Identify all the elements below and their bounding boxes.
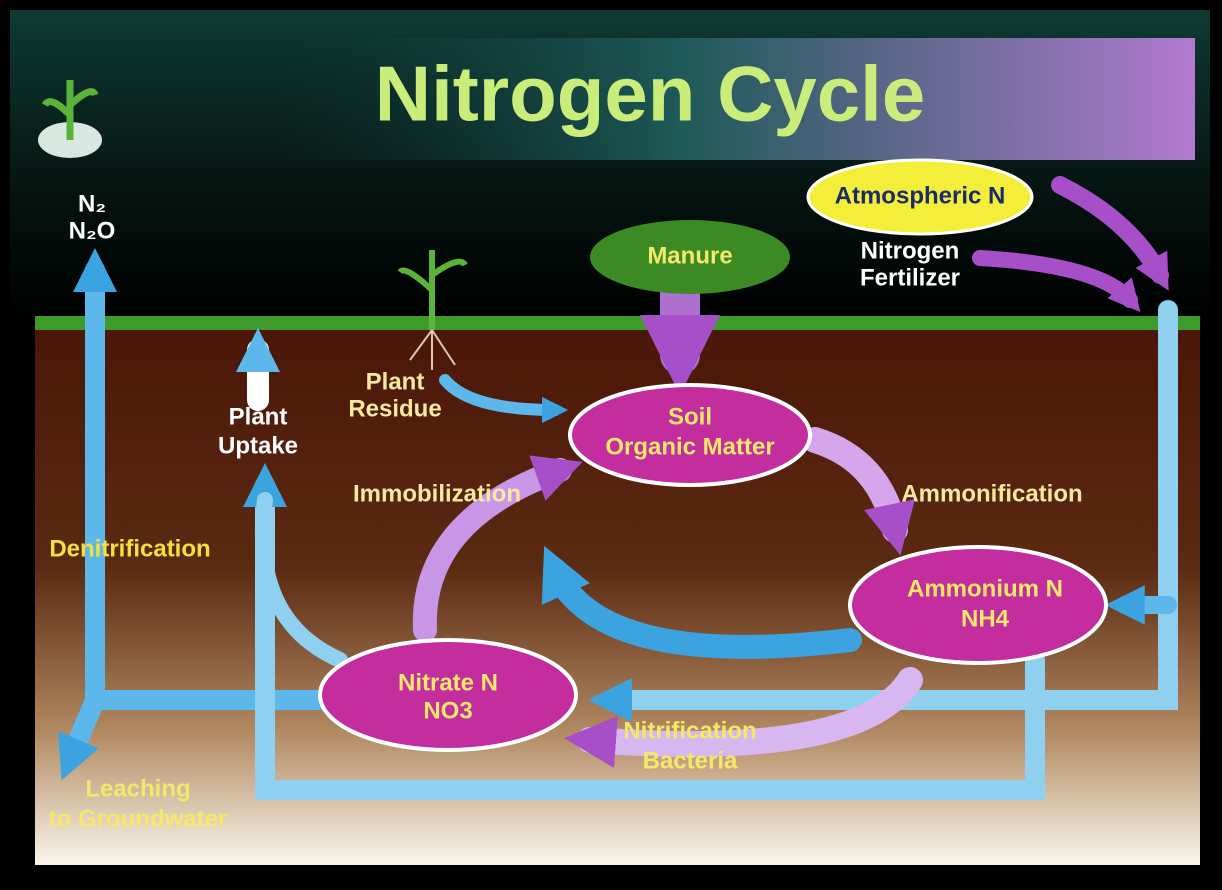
node-label: Organic Matter xyxy=(605,433,774,460)
process-label: Residue xyxy=(348,395,441,422)
process-label: Leaching xyxy=(85,775,190,802)
process-label: Plant xyxy=(366,368,425,395)
title: Nitrogen Cycle xyxy=(375,50,925,138)
node-label: Soil xyxy=(668,403,712,430)
node-label: Nitrate N xyxy=(398,669,498,696)
gas-label: N₂O xyxy=(69,217,116,244)
ground-line xyxy=(35,316,1200,330)
gas-label: N₂ xyxy=(78,190,106,217)
node-label: Ammonium N xyxy=(907,575,1063,602)
manure-label: Manure xyxy=(647,242,732,269)
process-label: Bacteria xyxy=(643,747,738,774)
process-label: Plant xyxy=(229,403,288,430)
process-label: Ammonification xyxy=(901,480,1082,507)
process-label: Nitrification xyxy=(623,717,756,744)
fertilizer-label: Fertilizer xyxy=(860,264,960,291)
atmospheric-label: Atmospheric N xyxy=(835,182,1006,209)
fertilizer-label: Nitrogen xyxy=(861,237,960,264)
process-label: Immobilization xyxy=(353,480,521,507)
process-label: to Groundwater xyxy=(49,805,228,832)
nitrogen-cycle-diagram: Nitrogen Cycle Atmospheric N Nitrogen Fe… xyxy=(0,0,1222,890)
process-label: Denitrification xyxy=(49,535,210,562)
node-label: NH4 xyxy=(961,605,1010,632)
process-label: Uptake xyxy=(218,432,298,459)
node-label: NO3 xyxy=(423,697,472,724)
